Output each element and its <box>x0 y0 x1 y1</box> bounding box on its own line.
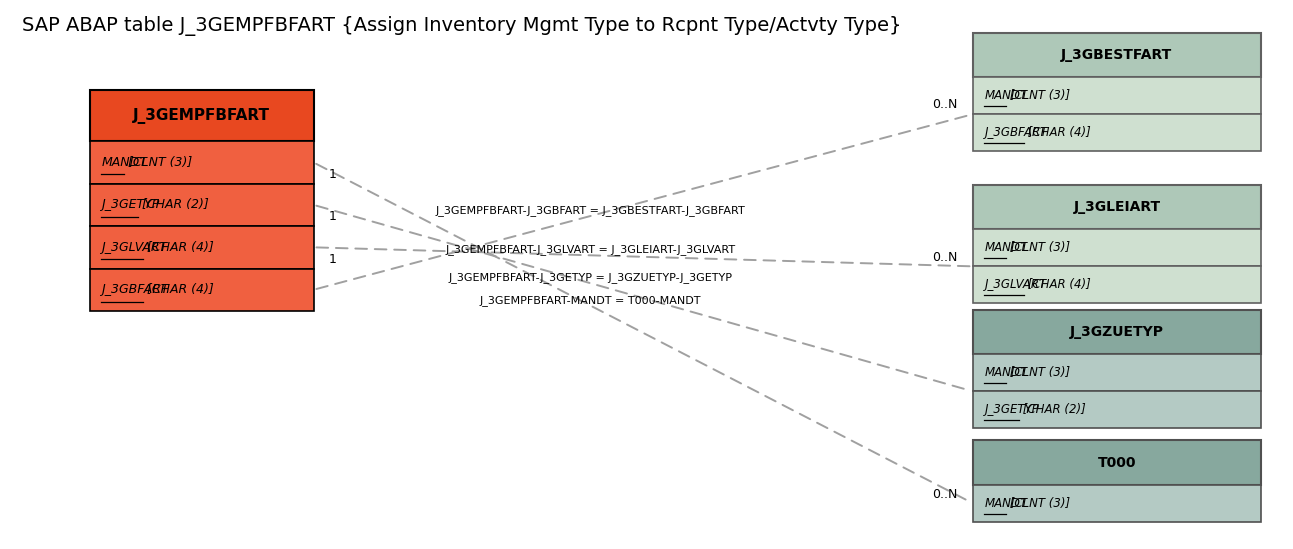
Text: J_3GBESTFART: J_3GBESTFART <box>1062 48 1173 62</box>
Text: MANDT: MANDT <box>984 242 1028 254</box>
Text: [CHAR (4)]: [CHAR (4)] <box>1024 278 1090 292</box>
Bar <box>89 184 314 226</box>
Bar <box>972 310 1261 355</box>
Bar <box>972 440 1261 485</box>
Text: J_3GEMPFBFART-J_3GBFART = J_3GBESTFART-J_3GBFART: J_3GEMPFBFART-J_3GBFART = J_3GBESTFART-J… <box>436 205 746 216</box>
Text: 1: 1 <box>328 253 337 266</box>
Text: 1: 1 <box>328 168 337 181</box>
Text: J_3GLVART: J_3GLVART <box>984 278 1046 292</box>
Bar <box>89 141 314 184</box>
Text: 0..N: 0..N <box>932 251 958 264</box>
Text: J_3GBFART: J_3GBFART <box>101 283 168 296</box>
Text: [CHAR (4)]: [CHAR (4)] <box>1024 126 1090 139</box>
Text: J_3GETYP: J_3GETYP <box>984 404 1040 416</box>
Text: [CLNT (3)]: [CLNT (3)] <box>1006 89 1071 102</box>
Text: 0..N: 0..N <box>932 98 958 111</box>
Text: [CHAR (4)]: [CHAR (4)] <box>144 241 213 254</box>
Text: J_3GEMPFBFART-J_3GLVART = J_3GLEIART-J_3GLVART: J_3GEMPFBFART-J_3GLVART = J_3GLEIART-J_3… <box>446 244 736 255</box>
Text: J_3GEMPFBFART-J_3GETYP = J_3GZUETYP-J_3GETYP: J_3GEMPFBFART-J_3GETYP = J_3GZUETYP-J_3G… <box>449 272 733 283</box>
Text: J_3GLVART: J_3GLVART <box>101 241 167 254</box>
Bar <box>972 391 1261 428</box>
Bar <box>972 114 1261 151</box>
Bar <box>972 32 1261 77</box>
Text: MANDT: MANDT <box>101 156 147 169</box>
Text: MANDT: MANDT <box>984 497 1028 510</box>
Text: [CHAR (2)]: [CHAR (2)] <box>138 198 209 211</box>
Text: [CLNT (3)]: [CLNT (3)] <box>1006 497 1071 510</box>
Text: SAP ABAP table J_3GEMPFBFART {Assign Inventory Mgmt Type to Rcpnt Type/Actvty Ty: SAP ABAP table J_3GEMPFBFART {Assign Inv… <box>22 16 901 36</box>
Text: J_3GEMPFBFART-MANDT = T000-MANDT: J_3GEMPFBFART-MANDT = T000-MANDT <box>480 295 701 306</box>
Text: J_3GETYP: J_3GETYP <box>101 198 159 211</box>
Text: J_3GEMPFBFART: J_3GEMPFBFART <box>133 108 270 124</box>
Text: MANDT: MANDT <box>984 89 1028 102</box>
Text: J_3GLEIART: J_3GLEIART <box>1073 200 1161 214</box>
Text: J_3GBFART: J_3GBFART <box>984 126 1047 139</box>
Text: T000: T000 <box>1098 456 1137 469</box>
Bar <box>972 229 1261 266</box>
Bar <box>972 266 1261 303</box>
Bar <box>972 485 1261 522</box>
Text: 1: 1 <box>328 210 337 223</box>
Bar <box>972 185 1261 229</box>
Text: J_3GZUETYP: J_3GZUETYP <box>1069 325 1164 339</box>
Text: [CLNT (3)]: [CLNT (3)] <box>1006 242 1071 254</box>
Bar <box>89 226 314 268</box>
Text: [CLNT (3)]: [CLNT (3)] <box>1006 366 1071 379</box>
Text: [CLNT (3)]: [CLNT (3)] <box>124 156 193 169</box>
Text: 0..N: 0..N <box>932 488 958 501</box>
Bar <box>89 268 314 311</box>
Bar <box>89 89 314 141</box>
Text: [CHAR (2)]: [CHAR (2)] <box>1019 404 1086 416</box>
Bar <box>972 77 1261 114</box>
Text: MANDT: MANDT <box>984 366 1028 379</box>
Text: [CHAR (4)]: [CHAR (4)] <box>144 283 213 296</box>
Bar <box>972 355 1261 391</box>
